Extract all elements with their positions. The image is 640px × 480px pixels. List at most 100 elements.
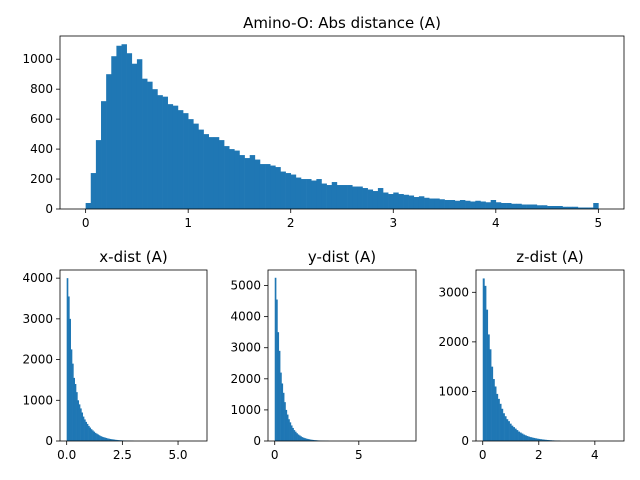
histogram-bar (292, 427, 294, 441)
histogram-bar (66, 278, 69, 441)
histogram-bar (513, 427, 515, 441)
histogram-bar (147, 81, 153, 209)
y-tick-label: 1000 (438, 384, 469, 398)
y-tick-label: 1000 (22, 52, 53, 66)
histogram-bar (470, 201, 476, 209)
axes-frame (475, 269, 625, 442)
histogram-bar (504, 416, 507, 441)
histogram-bar (388, 194, 394, 209)
histogram-bar (300, 436, 302, 441)
histogram-bar (69, 318, 71, 441)
histogram-bar (413, 197, 420, 209)
histogram-bar (480, 201, 486, 209)
histogram-bar (88, 425, 90, 441)
histogram-bar (449, 200, 456, 209)
histogram-bar (357, 186, 363, 209)
histogram-bar (281, 383, 284, 441)
histogram-bar (526, 204, 533, 209)
histogram-bar (500, 203, 507, 209)
histogram-bar (492, 379, 495, 441)
histogram-bar (112, 439, 114, 441)
histogram-bar (496, 393, 499, 441)
histogram-bar (229, 149, 235, 209)
histogram-bar (501, 408, 504, 441)
x-tick-label: 2 (535, 448, 543, 462)
histogram-bar (89, 427, 92, 441)
y-tick-label: 2000 (438, 335, 469, 349)
histogram-bar (309, 439, 312, 441)
histogram-bar (131, 63, 138, 210)
histogram-bar (516, 430, 519, 441)
histogram-bar (377, 188, 384, 209)
histogram-bar (489, 349, 492, 441)
histogram-bar (311, 439, 313, 441)
histogram-bar (167, 104, 174, 209)
histogram-bar (70, 349, 73, 441)
histogram-bar (85, 421, 88, 441)
histogram-bar (588, 207, 594, 209)
histogram-bar (485, 202, 491, 209)
histogram-bar (116, 45, 122, 209)
histogram-bar (305, 438, 308, 441)
x-tick-label: 1 (184, 216, 192, 230)
histogram-bar (502, 413, 505, 441)
histogram-bar (408, 195, 415, 209)
histogram-bar (526, 436, 529, 441)
histogram-bar (393, 192, 399, 209)
histogram-bar (92, 430, 94, 441)
histogram-bar (572, 206, 579, 209)
histogram-bar (482, 278, 485, 441)
histogram-bar (277, 332, 280, 441)
histogram-bar (76, 392, 78, 441)
histogram-bar (547, 206, 553, 209)
histogram-bar (494, 386, 497, 441)
x-tick-label: 5 (595, 216, 603, 230)
histogram-bar (265, 164, 271, 209)
histogram-bar (111, 56, 117, 209)
histogram-bar (104, 437, 106, 441)
histogram-bar (294, 431, 297, 441)
histogram-bar (84, 419, 86, 441)
histogram-bar (286, 414, 289, 441)
histogram-bar (403, 194, 409, 209)
histogram-bar (285, 173, 292, 209)
histogram-bar (538, 438, 541, 441)
histogram-bar (259, 164, 266, 209)
histogram-bar (213, 137, 220, 209)
histogram-bar (93, 431, 96, 441)
histogram-bar (254, 159, 261, 209)
histogram-bar (306, 179, 312, 209)
histogram-bar (203, 134, 209, 209)
histogram-bar (531, 437, 534, 441)
histogram-bar (218, 140, 225, 209)
histogram-bar (562, 206, 568, 209)
histogram-bar (280, 372, 282, 441)
x-tick-label: 0 (82, 216, 90, 230)
histogram-bar (418, 196, 425, 209)
y-dist-histogram: 0 5 0 1000 2000 3000 4000 5000 y-dist (A) (230, 248, 417, 462)
axes-frame (59, 269, 208, 442)
histogram-bar (183, 113, 189, 209)
histogram-bar (289, 422, 292, 441)
y-tick-label: 5000 (230, 279, 261, 293)
chart-title: Amino-O: Abs distance (A) (243, 14, 441, 32)
histogram-bar (301, 437, 304, 441)
histogram-bar (509, 423, 512, 441)
histogram-bar (312, 439, 315, 441)
x-tick-label: 2 (287, 216, 295, 230)
histogram-bar (114, 439, 117, 441)
abs-distance-histogram: 0 1 2 3 4 5 0 200 400 600 800 1000 Amino-O: Abs dist… (22, 14, 625, 230)
histogram-bar (546, 439, 549, 441)
histogram-bar (293, 430, 296, 441)
histogram-bar (454, 200, 461, 209)
histogram-bar (285, 409, 288, 441)
histogram-bar (548, 440, 551, 441)
histogram-bar (518, 431, 521, 441)
histogram-bar (536, 438, 539, 441)
histogram-bar (276, 299, 278, 441)
histogram-bar (98, 435, 101, 441)
histogram-bar (290, 174, 297, 209)
histogram-bar (162, 96, 168, 209)
histogram-bar (282, 392, 285, 441)
histogram-bar (593, 203, 599, 209)
